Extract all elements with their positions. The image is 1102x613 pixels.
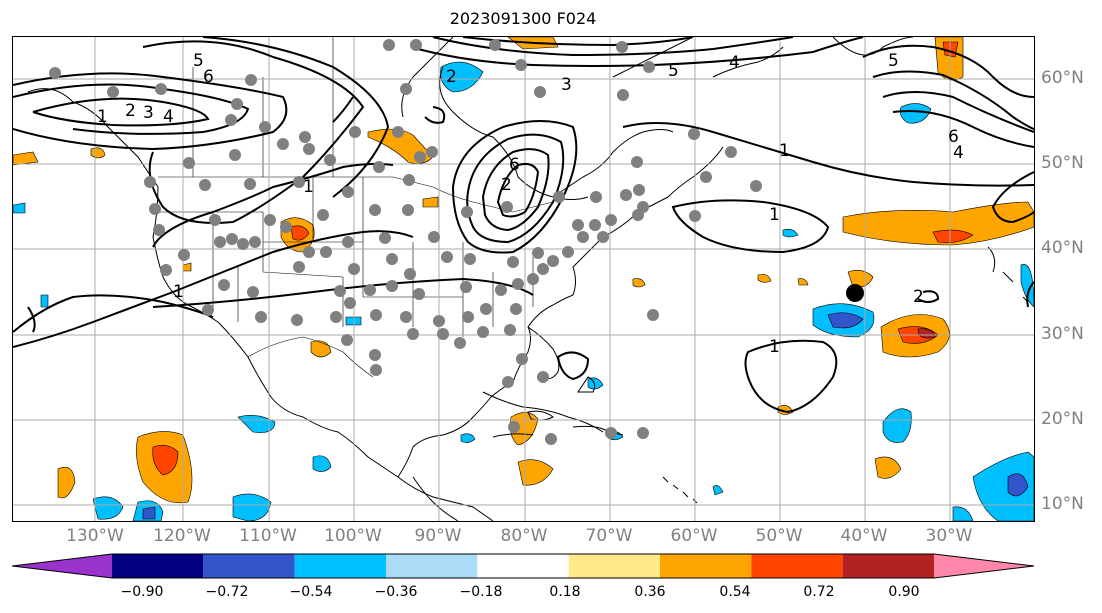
colorbar-cell: [112, 554, 204, 578]
lon-label: 80°W: [500, 526, 548, 546]
contour-label: 6: [203, 67, 214, 87]
contour-label: 4: [163, 107, 174, 127]
colorbar-tick-label: −0.72: [205, 584, 249, 600]
colorbar-tick-label: 0.18: [549, 584, 581, 600]
colorbar-cell: [751, 554, 843, 578]
lat-label: 50°N: [1041, 153, 1084, 173]
station-markers: [49, 39, 762, 445]
lon-label: 70°W: [585, 526, 633, 546]
contour-label: 5: [888, 51, 899, 71]
lon-label: 130°W: [66, 526, 124, 546]
lat-lon-grid: [13, 37, 1034, 521]
colorbar-tick-label: 0.36: [634, 584, 666, 600]
colorbar-cell: [203, 554, 295, 578]
colorbar-cell: [386, 554, 478, 578]
political-borders: [158, 37, 554, 378]
colorbar-cell: [477, 554, 569, 578]
lat-label: 10°N: [1041, 494, 1084, 514]
lat-label: 60°N: [1041, 68, 1084, 88]
colorbar: [12, 553, 1035, 579]
colorbar-tick-label: 0.90: [888, 584, 920, 600]
contour-label: 1: [779, 141, 790, 161]
colorbar-tick-label: 0.72: [803, 584, 835, 600]
colorbar-cell: [294, 554, 386, 578]
lat-label: 40°N: [1041, 238, 1084, 258]
colorbar-cell: [934, 554, 1034, 578]
contour-label: 1: [303, 177, 314, 197]
contour-label: 6: [948, 127, 959, 147]
map-title: 2023091300 F024: [449, 9, 597, 28]
lon-label: 100°W: [324, 526, 382, 546]
contour-label: 3: [143, 103, 154, 123]
colorbar-cell: [568, 554, 660, 578]
contour-label: 2: [125, 101, 136, 121]
lon-label: 60°W: [670, 526, 718, 546]
contour-label: 2: [446, 67, 457, 87]
contour-label: 1: [769, 205, 780, 225]
colorbar-outline: [12, 553, 1035, 579]
contour-label: 2: [913, 287, 924, 307]
contour-label: 3: [561, 75, 572, 95]
colorbar-cell: [660, 554, 752, 578]
lat-label: 20°N: [1041, 409, 1084, 429]
map-canvas: [13, 37, 1034, 521]
coastlines: [27, 37, 1029, 521]
contour-label: 1: [173, 282, 184, 302]
lon-label: 120°W: [153, 526, 211, 546]
lat-label: 30°N: [1041, 324, 1084, 344]
lon-label: 40°W: [840, 526, 888, 546]
contour-label: 6: [509, 155, 520, 175]
lon-label: 30°W: [925, 526, 973, 546]
contour-label: 5: [193, 51, 204, 71]
colorbar-cell: [12, 554, 112, 578]
colorbar-tick-label: −0.90: [120, 584, 164, 600]
map-panel: 5 6 1 2 3 4 2 3 5 4 5 6 4 1 1 1 1 1 6 2 …: [12, 36, 1035, 522]
colorbar-tick-label: 0.54: [719, 584, 751, 600]
contour-label: 2: [501, 175, 512, 195]
colorbar-tick-label: −0.36: [374, 584, 418, 600]
storm-center-marker: [846, 284, 864, 302]
contour-label: 4: [953, 143, 964, 163]
lon-label: 50°W: [755, 526, 803, 546]
contour-label: 1: [97, 107, 108, 127]
contour-label: 4: [729, 53, 740, 73]
lon-label: 110°W: [239, 526, 297, 546]
colorbar-tick-label: −0.54: [289, 584, 333, 600]
colorbar-cell: [842, 554, 934, 578]
colorbar-tick-label: −0.18: [459, 584, 503, 600]
lon-label: 90°W: [414, 526, 462, 546]
contour-label: 1: [769, 337, 780, 357]
contour-label: 5: [668, 61, 679, 81]
